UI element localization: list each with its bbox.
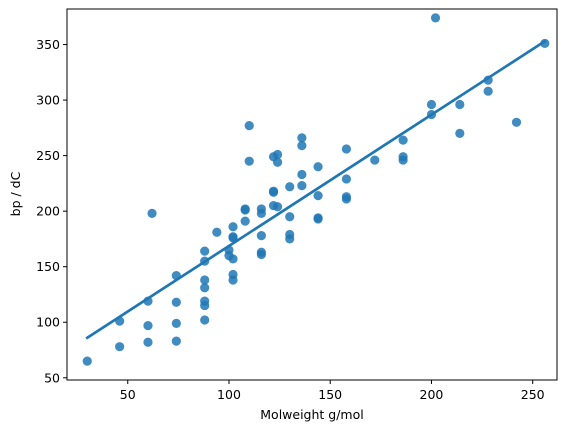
regression-line-group <box>85 39 547 340</box>
data-point <box>256 247 266 257</box>
data-point <box>228 222 238 232</box>
data-point <box>511 117 522 127</box>
data-point <box>200 275 210 285</box>
data-point <box>341 174 352 184</box>
data-point <box>272 157 283 167</box>
data-point <box>297 169 307 180</box>
x-tick-label: 200 <box>420 387 444 402</box>
plot-area <box>67 9 557 380</box>
data-point <box>82 356 92 366</box>
data-point <box>297 133 307 143</box>
data-point <box>313 191 323 201</box>
y-axis-ticks: 50 100 150 200 250 300 350 <box>36 37 67 385</box>
data-point <box>200 246 210 256</box>
data-point <box>244 156 254 166</box>
regression-line <box>85 39 547 340</box>
x-tick-label: 250 <box>521 387 545 402</box>
data-point <box>455 128 465 139</box>
data-point <box>426 99 437 110</box>
x-tick-label: 100 <box>217 387 241 402</box>
y-tick-label: 350 <box>36 37 60 52</box>
data-point <box>171 297 181 307</box>
data-point <box>297 181 307 191</box>
data-points <box>82 13 550 366</box>
y-tick-label: 100 <box>36 315 60 330</box>
data-point <box>244 121 254 131</box>
data-point <box>285 212 295 222</box>
data-point <box>297 141 307 151</box>
data-point <box>147 208 157 218</box>
x-axis-label: Molweight g/mol <box>260 407 363 422</box>
data-point <box>228 269 238 280</box>
y-tick-label: 250 <box>36 148 60 163</box>
data-point <box>212 227 222 237</box>
data-point <box>115 342 125 352</box>
data-point <box>430 13 441 23</box>
y-tick-label: 150 <box>36 259 60 274</box>
data-point <box>341 144 352 154</box>
x-tick-label: 50 <box>120 387 136 402</box>
x-tick-label: 150 <box>318 387 342 402</box>
data-point <box>256 204 266 214</box>
data-point <box>143 337 153 347</box>
plot-frame <box>66 8 558 381</box>
y-tick-label: 200 <box>36 204 60 219</box>
x-axis-ticks: 50 100 150 200 250 <box>120 380 545 402</box>
data-point <box>240 216 250 226</box>
data-point <box>341 192 352 202</box>
data-point <box>370 155 380 165</box>
data-point <box>313 213 323 223</box>
data-point <box>240 204 250 214</box>
data-point <box>483 86 493 96</box>
data-point <box>228 254 238 264</box>
data-point <box>200 296 210 306</box>
data-point <box>268 186 279 196</box>
data-point <box>398 152 408 162</box>
data-point <box>200 315 210 325</box>
data-point <box>455 99 465 110</box>
data-point <box>171 318 181 328</box>
data-point <box>256 230 266 241</box>
data-point <box>272 149 283 160</box>
data-point <box>285 182 295 192</box>
data-point <box>171 336 181 346</box>
y-axis-label: bp / dC <box>8 171 23 216</box>
data-point <box>398 135 408 145</box>
data-point <box>143 320 153 331</box>
data-point <box>313 162 323 172</box>
data-point <box>228 232 238 242</box>
data-point <box>272 202 283 212</box>
y-tick-label: 50 <box>44 370 60 385</box>
y-tick-label: 300 <box>36 93 60 108</box>
data-point <box>285 229 295 240</box>
data-point <box>200 283 210 293</box>
